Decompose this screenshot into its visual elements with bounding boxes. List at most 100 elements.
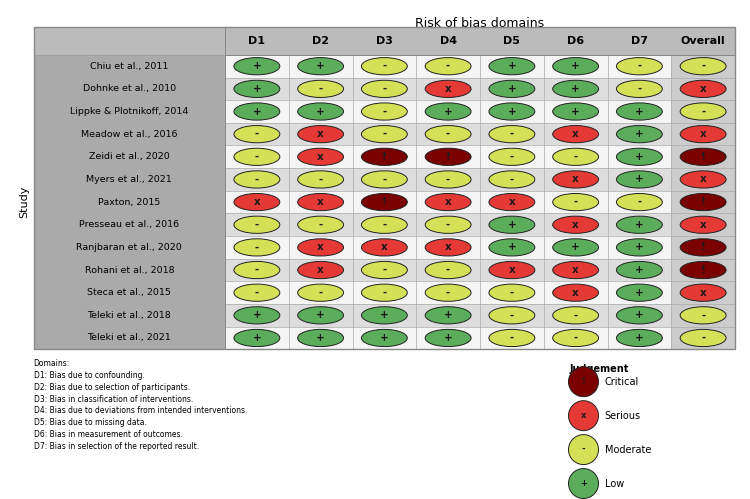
Text: !: !: [700, 152, 706, 162]
Text: -: -: [382, 220, 386, 230]
Text: Presseau et al., 2016: Presseau et al., 2016: [80, 220, 179, 229]
Ellipse shape: [362, 194, 407, 211]
Text: x: x: [317, 265, 324, 275]
Ellipse shape: [489, 103, 535, 120]
Text: Critical: Critical: [604, 377, 639, 387]
Text: -: -: [574, 197, 578, 207]
Text: Ranjbaran et al., 2020: Ranjbaran et al., 2020: [76, 243, 182, 252]
Text: -: -: [510, 175, 514, 185]
Text: -: -: [319, 175, 322, 185]
Text: x: x: [572, 265, 579, 275]
FancyBboxPatch shape: [671, 55, 735, 349]
Text: Low: Low: [604, 479, 624, 489]
Ellipse shape: [616, 329, 662, 347]
Text: -: -: [382, 129, 386, 139]
Text: +: +: [444, 333, 452, 343]
FancyBboxPatch shape: [225, 258, 735, 281]
Ellipse shape: [553, 57, 598, 75]
Ellipse shape: [553, 261, 598, 278]
Text: D2: D2: [312, 36, 329, 46]
Text: x: x: [317, 197, 324, 207]
Ellipse shape: [298, 329, 344, 347]
Ellipse shape: [425, 329, 471, 347]
Text: x: x: [572, 129, 579, 139]
Ellipse shape: [362, 239, 407, 256]
Ellipse shape: [362, 103, 407, 120]
Ellipse shape: [568, 401, 598, 431]
Text: x: x: [572, 220, 579, 230]
Ellipse shape: [425, 194, 471, 211]
Ellipse shape: [362, 261, 407, 278]
Ellipse shape: [234, 80, 280, 97]
Ellipse shape: [234, 261, 280, 278]
Text: -: -: [255, 220, 259, 230]
Text: +: +: [444, 106, 452, 116]
Ellipse shape: [616, 216, 662, 234]
Text: x: x: [509, 197, 515, 207]
Text: Judgement: Judgement: [570, 364, 629, 374]
Ellipse shape: [234, 171, 280, 188]
Text: -: -: [701, 310, 705, 320]
Text: x: x: [317, 129, 324, 139]
FancyBboxPatch shape: [225, 146, 735, 168]
Ellipse shape: [553, 307, 598, 324]
Text: -: -: [382, 84, 386, 94]
Ellipse shape: [362, 148, 407, 165]
Ellipse shape: [425, 57, 471, 75]
Text: Steca et al., 2015: Steca et al., 2015: [88, 288, 171, 297]
Ellipse shape: [362, 80, 407, 97]
Text: +: +: [380, 333, 388, 343]
Text: +: +: [635, 152, 644, 162]
Text: +: +: [508, 84, 516, 94]
Text: x: x: [580, 411, 586, 420]
Text: -: -: [701, 106, 705, 116]
Text: Myers et al., 2021: Myers et al., 2021: [86, 175, 172, 184]
Text: -: -: [255, 243, 259, 252]
FancyBboxPatch shape: [225, 191, 735, 214]
Ellipse shape: [553, 126, 598, 143]
Text: +: +: [316, 310, 325, 320]
FancyBboxPatch shape: [225, 100, 735, 123]
Ellipse shape: [234, 103, 280, 120]
Text: -: -: [446, 220, 450, 230]
Ellipse shape: [680, 148, 726, 165]
Ellipse shape: [298, 57, 344, 75]
Ellipse shape: [680, 239, 726, 256]
Ellipse shape: [680, 194, 726, 211]
Ellipse shape: [553, 80, 598, 97]
Text: -: -: [510, 129, 514, 139]
Ellipse shape: [616, 103, 662, 120]
Text: +: +: [253, 84, 261, 94]
Text: D4: D4: [440, 36, 457, 46]
Ellipse shape: [362, 126, 407, 143]
Text: -: -: [446, 265, 450, 275]
Text: Moderate: Moderate: [604, 445, 651, 455]
Ellipse shape: [362, 216, 407, 234]
Ellipse shape: [489, 148, 535, 165]
Text: Teleki et al., 2021: Teleki et al., 2021: [88, 333, 171, 342]
Text: x: x: [445, 243, 452, 252]
Ellipse shape: [489, 261, 535, 278]
Text: -: -: [255, 152, 259, 162]
Ellipse shape: [680, 216, 726, 234]
Text: -: -: [382, 175, 386, 185]
Text: Chiu et al., 2011: Chiu et al., 2011: [90, 62, 169, 71]
FancyBboxPatch shape: [225, 214, 735, 236]
Text: x: x: [254, 197, 260, 207]
Text: -: -: [446, 288, 450, 298]
Text: +: +: [316, 333, 325, 343]
Text: +: +: [253, 106, 261, 116]
Text: D3: D3: [376, 36, 393, 46]
Ellipse shape: [425, 103, 471, 120]
FancyBboxPatch shape: [225, 55, 735, 77]
Ellipse shape: [489, 216, 535, 234]
Ellipse shape: [298, 261, 344, 278]
Ellipse shape: [298, 103, 344, 120]
Text: +: +: [380, 310, 388, 320]
Ellipse shape: [425, 148, 471, 165]
Ellipse shape: [425, 307, 471, 324]
Text: Teleki et al., 2018: Teleki et al., 2018: [88, 311, 171, 320]
Text: +: +: [635, 265, 644, 275]
Text: x: x: [445, 197, 452, 207]
FancyBboxPatch shape: [34, 27, 225, 55]
